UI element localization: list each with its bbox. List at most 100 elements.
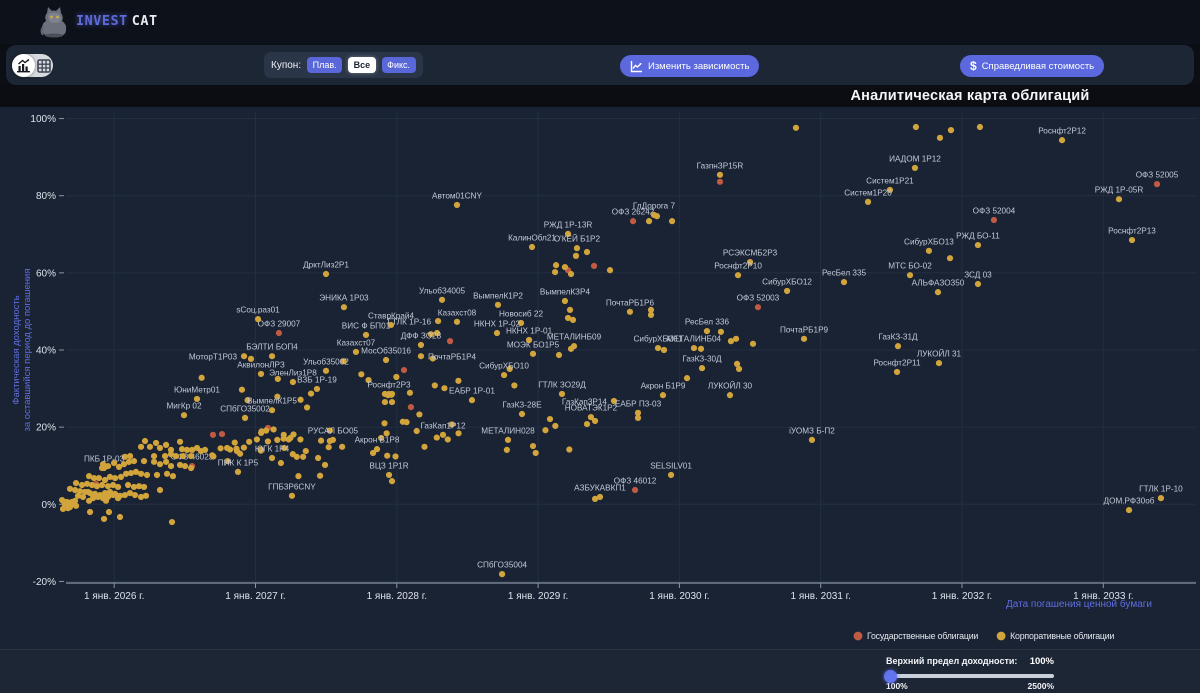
bond-point[interactable] [88, 481, 96, 489]
bond-point[interactable] [90, 474, 98, 482]
bond-point[interactable] [122, 470, 130, 477]
bond-point[interactable] [66, 485, 74, 492]
bond-point[interactable] [143, 471, 151, 479]
bond-point[interactable] [297, 436, 304, 443]
bond-point[interactable] [683, 375, 691, 382]
bond-point[interactable] [587, 414, 595, 421]
bond-point[interactable] [583, 248, 591, 256]
legend-label[interactable]: Корпоративные облигации [1010, 631, 1115, 641]
bond-point[interactable] [570, 343, 578, 350]
bond-point[interactable] [135, 483, 143, 490]
bond-point[interactable] [667, 471, 675, 479]
bond-point[interactable] [116, 513, 124, 521]
bond-point[interactable] [631, 486, 639, 494]
bond-point[interactable] [218, 430, 226, 438]
bond-point[interactable] [698, 365, 706, 372]
bond-point[interactable] [610, 397, 618, 405]
scatter-plot[interactable]: 100% 80% 60% 40% 20% 0% -20% 1 янв. 2026 г. 1 ян… [0, 107, 1200, 649]
bond-point[interactable] [313, 385, 321, 393]
bond-point[interactable] [427, 331, 435, 338]
bond-point[interactable] [270, 426, 277, 433]
bond-point[interactable] [734, 272, 742, 279]
bond-point[interactable] [78, 481, 86, 489]
bond-point[interactable] [293, 453, 300, 460]
bond-point[interactable] [546, 415, 554, 423]
bond-point[interactable] [137, 493, 145, 501]
bond-point[interactable] [83, 480, 91, 487]
bond-point[interactable] [120, 461, 128, 468]
bond-point[interactable] [555, 351, 563, 359]
bond-point[interactable] [303, 404, 311, 411]
bond-point[interactable] [98, 481, 106, 489]
bond-point[interactable] [746, 258, 754, 266]
bond-point[interactable] [392, 453, 399, 460]
bond-point[interactable] [716, 171, 724, 178]
bond-point[interactable] [74, 492, 82, 499]
bond-point[interactable] [188, 446, 196, 454]
bond-point[interactable] [453, 318, 461, 325]
bond-point[interactable] [528, 243, 536, 251]
bond-point[interactable] [726, 392, 734, 399]
bond-point[interactable] [703, 327, 711, 335]
bond-point[interactable] [287, 434, 294, 442]
bond-point[interactable] [114, 495, 122, 502]
bond-point[interactable] [295, 473, 302, 480]
bond-point[interactable] [583, 420, 591, 428]
chart-view-button[interactable] [12, 54, 35, 77]
change-dependency-button[interactable]: Изменить зависимость [620, 55, 760, 77]
bond-point[interactable] [564, 314, 572, 322]
bond-point[interactable] [532, 449, 539, 457]
bond-point[interactable] [455, 377, 462, 384]
bond-point[interactable] [274, 436, 281, 443]
bond-point[interactable] [503, 446, 510, 454]
bond-point[interactable] [268, 353, 276, 360]
bond-point[interactable] [358, 371, 365, 378]
bond-point[interactable] [101, 476, 109, 484]
bond-point[interactable] [517, 319, 525, 327]
bond-point[interactable] [111, 474, 119, 482]
bond-point[interactable] [71, 486, 79, 494]
bond-point[interactable] [441, 385, 448, 392]
bond-point[interactable] [316, 472, 324, 479]
bond-point[interactable] [566, 306, 574, 313]
view-mode-toggle[interactable] [12, 54, 53, 77]
bond-point[interactable] [156, 461, 164, 468]
bond-point[interactable] [800, 335, 808, 342]
bond-point[interactable] [321, 461, 329, 469]
bond-point[interactable] [591, 495, 599, 502]
bond-point[interactable] [654, 344, 662, 352]
bond-point[interactable] [974, 280, 982, 288]
bond-point[interactable] [156, 486, 164, 494]
bond-point[interactable] [86, 508, 94, 516]
bond-point[interactable] [453, 201, 461, 209]
bond-point[interactable] [176, 438, 184, 445]
bond-point[interactable] [1157, 495, 1165, 502]
bond-point[interactable] [187, 452, 195, 460]
bond-point[interactable] [231, 439, 238, 446]
bond-point[interactable] [566, 446, 573, 453]
bond-point[interactable] [697, 345, 705, 352]
bond-point[interactable] [990, 216, 998, 224]
bond-point[interactable] [733, 360, 741, 367]
bond-point[interactable] [629, 218, 637, 225]
bond-point[interactable] [277, 459, 285, 467]
bond-point[interactable] [236, 450, 244, 457]
bond-point[interactable] [84, 488, 92, 496]
bond-point[interactable] [258, 429, 265, 437]
bond-point[interactable] [326, 427, 333, 434]
bond-point[interactable] [569, 316, 577, 324]
bond-point[interactable] [433, 434, 440, 441]
bond-point[interactable] [167, 451, 175, 458]
bond-point[interactable] [300, 453, 307, 460]
bond-point[interactable] [121, 453, 129, 460]
bond-point[interactable] [936, 134, 944, 141]
bond-point[interactable] [417, 341, 425, 349]
bond-point[interactable] [668, 218, 676, 225]
bond-point[interactable] [125, 458, 133, 465]
bond-point[interactable] [240, 353, 248, 360]
bond-point[interactable] [274, 393, 281, 400]
bond-point[interactable] [1153, 181, 1161, 188]
bond-point[interactable] [384, 452, 391, 459]
bond-point[interactable] [114, 483, 122, 491]
bond-point[interactable] [385, 390, 393, 398]
